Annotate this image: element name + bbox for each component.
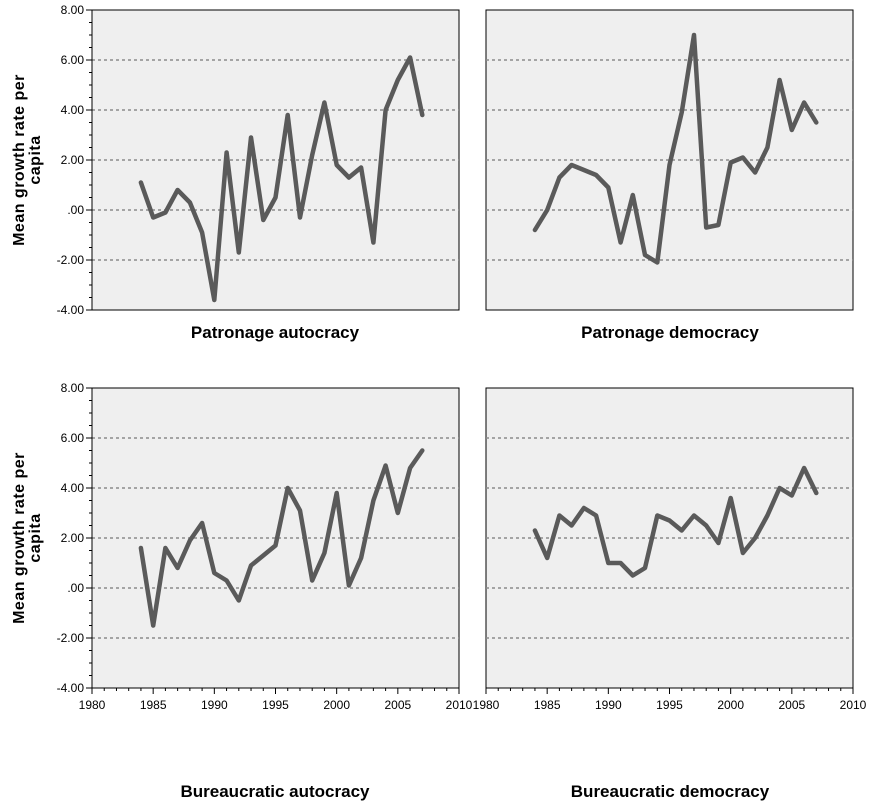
x-tick-label: 2010 — [840, 698, 867, 712]
y-tick-label: .00 — [67, 203, 84, 217]
y-tick-label: .00 — [67, 581, 84, 595]
y-tick-label: -4.00 — [57, 681, 85, 695]
y-tick-label: 8.00 — [61, 381, 85, 395]
y-tick-label: 6.00 — [61, 53, 85, 67]
x-tick-label: 1990 — [595, 698, 622, 712]
x-tick-label: 1990 — [201, 698, 228, 712]
x-tick-label: 2000 — [323, 698, 350, 712]
y-axis-title: Mean growth rate percapita — [11, 74, 44, 246]
x-tick-label: 2005 — [778, 698, 805, 712]
y-tick-label: -2.00 — [57, 631, 85, 645]
panel-title: Patronage democracy — [581, 323, 759, 342]
x-tick-label: 1985 — [534, 698, 561, 712]
x-tick-label: 1980 — [79, 698, 106, 712]
y-axis-title: Mean growth rate percapita — [11, 452, 44, 624]
x-tick-label: 1995 — [656, 698, 683, 712]
panel-title: Bureaucratic autocracy — [181, 782, 371, 801]
y-tick-label: 4.00 — [61, 481, 85, 495]
y-tick-label: -2.00 — [57, 253, 85, 267]
y-tick-label: 8.00 — [61, 3, 85, 17]
y-tick-label: 4.00 — [61, 103, 85, 117]
series-line — [138, 55, 425, 303]
x-tick-label: 1985 — [140, 698, 167, 712]
y-tick-label: 2.00 — [61, 531, 85, 545]
y-tick-label: -4.00 — [57, 303, 85, 317]
series-line — [138, 448, 425, 628]
y-tick-label: 2.00 — [61, 153, 85, 167]
series-line — [532, 32, 819, 265]
series-line — [532, 465, 819, 578]
y-tick-label: 6.00 — [61, 431, 85, 445]
x-tick-label: 1980 — [473, 698, 500, 712]
panel-title: Patronage autocracy — [191, 323, 360, 342]
x-tick-label: 2010 — [446, 698, 473, 712]
panel-title: Bureaucratic democracy — [571, 782, 770, 801]
x-tick-label: 1995 — [262, 698, 289, 712]
x-tick-label: 2000 — [717, 698, 744, 712]
x-tick-label: 2005 — [384, 698, 411, 712]
